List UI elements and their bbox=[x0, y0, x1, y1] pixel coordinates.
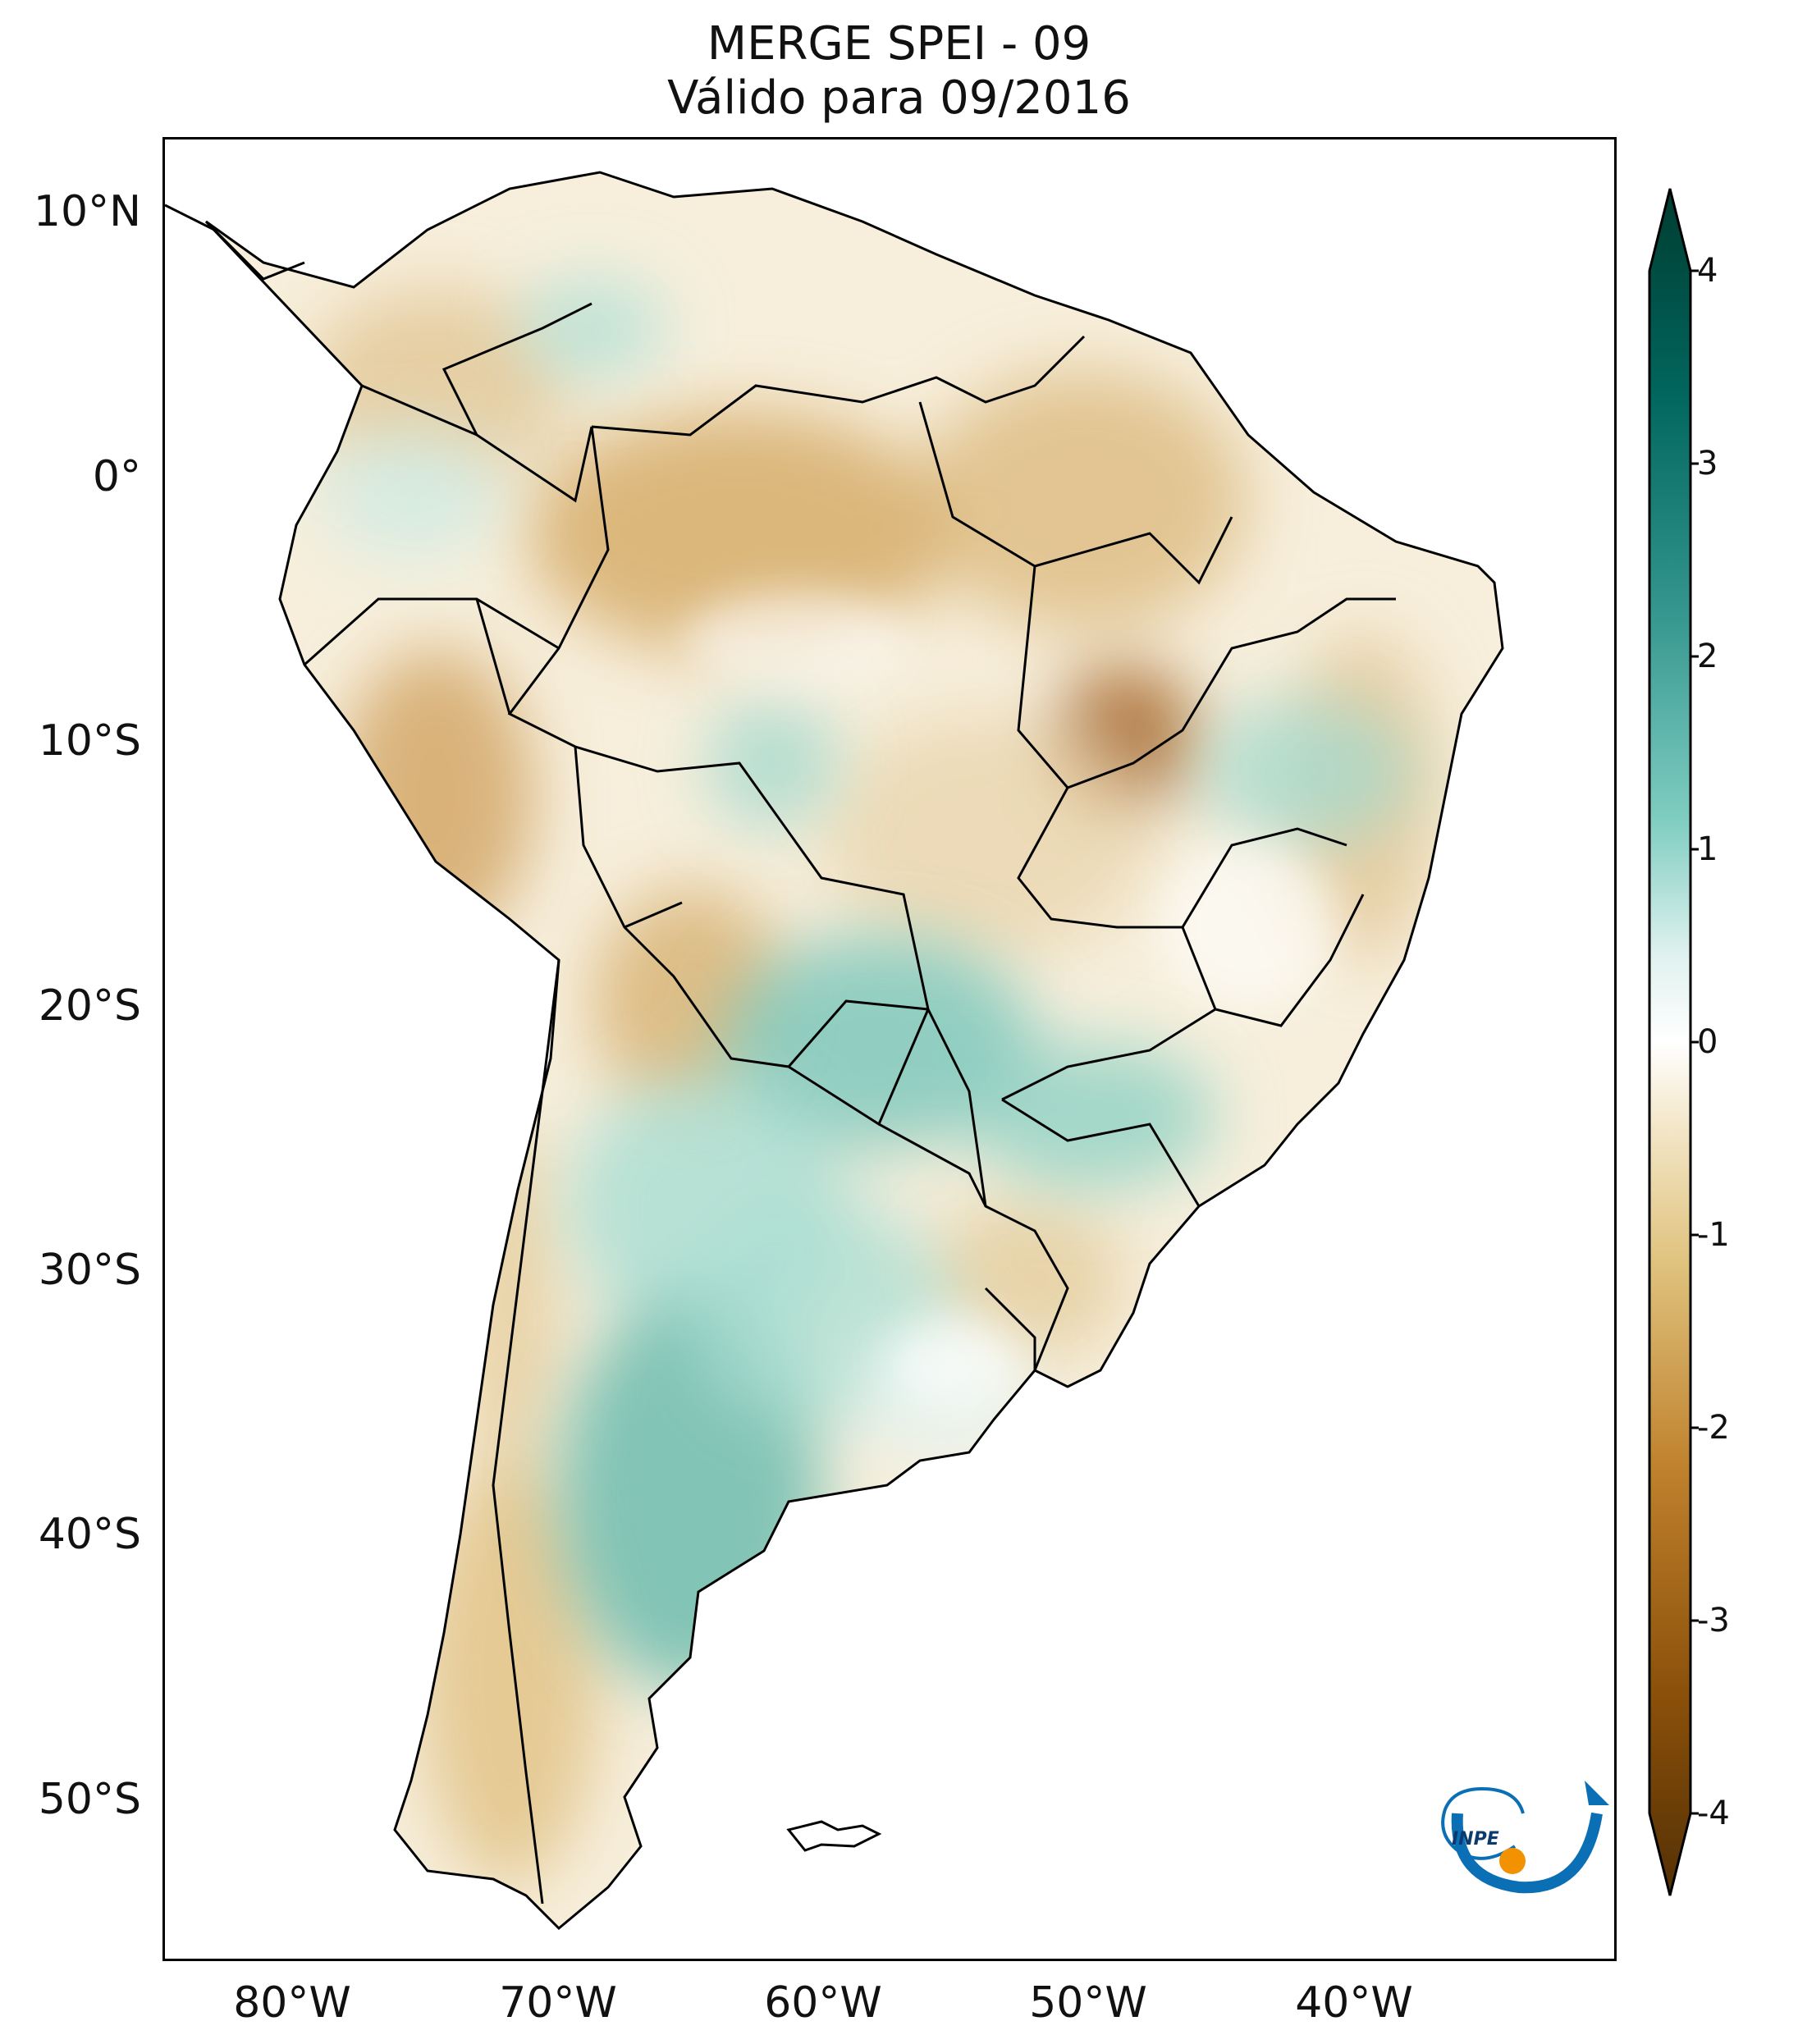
paraguay-border bbox=[787, 999, 987, 1207]
colorbar-tick-0: 0 bbox=[1697, 1023, 1718, 1061]
colorbar-tick-4: 4 bbox=[1697, 252, 1718, 290]
inpe-logo: INPE bbox=[1441, 1781, 1609, 1894]
colorbar-tick-neg4: -4 bbox=[1697, 1795, 1730, 1832]
brazil-states bbox=[918, 401, 1396, 1207]
lat-tick-40s: 40°S bbox=[38, 1510, 141, 1559]
colombia-border bbox=[361, 302, 593, 503]
lon-tick-80w: 80°W bbox=[233, 1978, 351, 2028]
map-panel: INPE bbox=[162, 137, 1617, 1961]
falkland-islands bbox=[786, 1820, 882, 1852]
lon-tick-40w: 40°W bbox=[1295, 1978, 1413, 2028]
south-america-map: INPE bbox=[165, 171, 1609, 1931]
colorbar-tick-3: 3 bbox=[1697, 445, 1718, 482]
colorbar-tick-neg2: -2 bbox=[1697, 1409, 1730, 1447]
lon-tick-60w: 60°W bbox=[764, 1978, 882, 2028]
lon-tick-70w: 70°W bbox=[499, 1978, 617, 2028]
peru-border bbox=[304, 597, 560, 715]
lat-tick-10s: 10°S bbox=[38, 716, 141, 766]
brazil-border bbox=[507, 335, 1086, 1371]
spei-field bbox=[206, 172, 1503, 1928]
lat-tick-20s: 20°S bbox=[38, 981, 141, 1031]
lat-tick-50s: 50°S bbox=[38, 1775, 141, 1824]
central-america bbox=[165, 203, 305, 281]
map-title-line-1: MERGE SPEI - 09 bbox=[707, 17, 1091, 71]
argentina-chile-border bbox=[492, 959, 560, 1905]
lat-tick-30s: 30°S bbox=[38, 1246, 141, 1295]
borders bbox=[165, 171, 1504, 1931]
inpe-logo-text: INPE bbox=[1452, 1829, 1499, 1850]
lat-tick-0: 0° bbox=[92, 452, 141, 501]
colorbar-tick-1: 1 bbox=[1697, 830, 1718, 868]
spei-colorbar bbox=[1648, 188, 1699, 1896]
colorbar-tick-neg1: -1 bbox=[1697, 1216, 1730, 1254]
map-title-line-2: Válido para 09/2016 bbox=[667, 71, 1131, 125]
colorbar-tick-neg3: -3 bbox=[1697, 1602, 1730, 1639]
bolivia-border bbox=[574, 746, 930, 1127]
lon-tick-50w: 50°W bbox=[1029, 1978, 1147, 2028]
uruguay-border bbox=[984, 1287, 1036, 1370]
coastline bbox=[204, 171, 1504, 1931]
lat-tick-10n: 10°N bbox=[33, 187, 141, 236]
colorbar-tick-2: 2 bbox=[1697, 638, 1718, 675]
